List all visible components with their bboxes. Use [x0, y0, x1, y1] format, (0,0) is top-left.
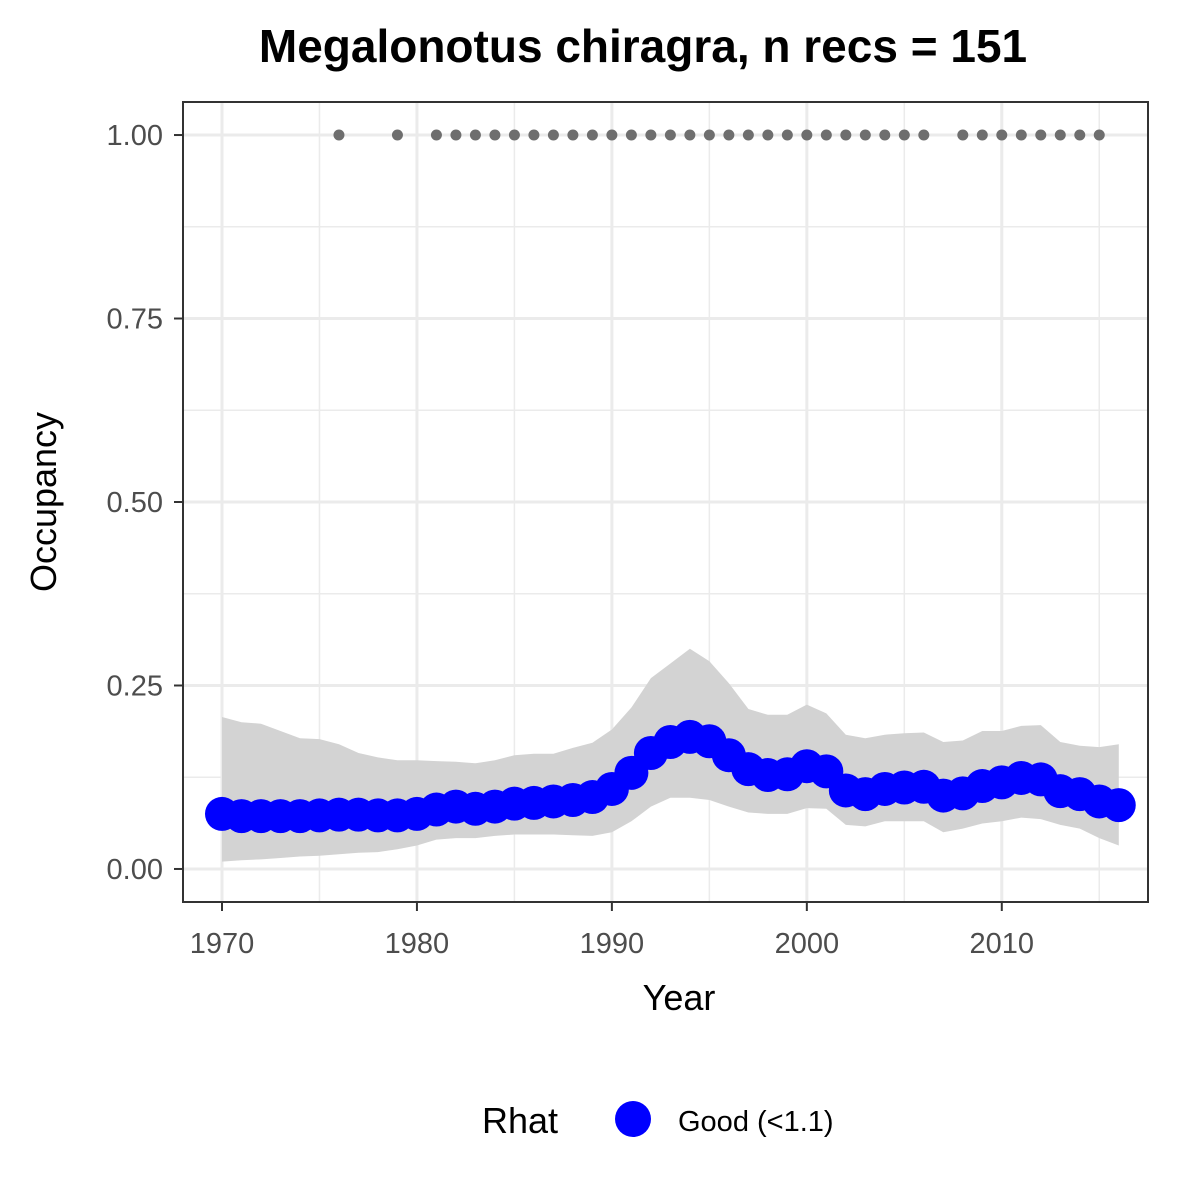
record-point	[391, 129, 403, 141]
record-point	[976, 129, 988, 141]
x-tick-label: 1970	[190, 928, 255, 960]
record-point	[859, 129, 871, 141]
legend: Rhat Good (<1.1)	[482, 1100, 834, 1141]
record-point	[469, 129, 481, 141]
legend-title: Rhat	[482, 1100, 558, 1141]
record-point	[645, 129, 657, 141]
record-point	[489, 129, 501, 141]
record-point	[333, 129, 345, 141]
legend-key-good	[615, 1101, 651, 1137]
record-point	[840, 129, 852, 141]
y-tick-label: 0.50	[107, 487, 163, 519]
x-tick-label: 2000	[775, 928, 840, 960]
y-tick-label: 0.25	[107, 670, 163, 702]
y-axis: 0.00 0.25 0.50 0.75 1.00	[107, 120, 183, 886]
plot-panel	[182, 101, 1149, 903]
y-tick-label: 0.75	[107, 304, 163, 336]
record-point	[586, 129, 598, 141]
record-point	[781, 129, 793, 141]
record-point	[450, 129, 462, 141]
record-point	[606, 129, 618, 141]
y-axis-title: Occupancy	[23, 412, 64, 592]
chart-title: Megalonotus chiragra, n recs = 151	[259, 20, 1027, 72]
record-point	[723, 129, 735, 141]
record-point	[508, 129, 520, 141]
record-point	[762, 129, 774, 141]
record-point	[684, 129, 696, 141]
record-point	[1035, 129, 1047, 141]
y-tick-label: 1.00	[107, 120, 163, 152]
occupancy-points	[204, 719, 1136, 834]
record-point	[547, 129, 559, 141]
record-point	[625, 129, 637, 141]
occupancy-point	[1101, 788, 1136, 823]
record-point	[567, 129, 579, 141]
x-axis-title: Year	[643, 977, 716, 1018]
record-point	[528, 129, 540, 141]
record-point	[918, 129, 930, 141]
record-point	[742, 129, 754, 141]
record-point	[898, 129, 910, 141]
record-point	[703, 129, 715, 141]
record-point	[996, 129, 1008, 141]
record-points	[333, 129, 1105, 141]
x-tick-label: 1980	[385, 928, 450, 960]
record-point	[1015, 129, 1027, 141]
record-point	[957, 129, 969, 141]
record-point	[1054, 129, 1066, 141]
record-point	[430, 129, 442, 141]
record-point	[879, 129, 891, 141]
x-axis: 1970 1980 1990 2000 2010	[190, 902, 1034, 960]
record-point	[820, 129, 832, 141]
record-point	[1093, 129, 1105, 141]
record-point	[1074, 129, 1086, 141]
y-tick-label: 0.00	[107, 854, 163, 886]
record-point	[664, 129, 676, 141]
record-point	[801, 129, 813, 141]
legend-label-good: Good (<1.1)	[678, 1106, 834, 1138]
x-tick-label: 1990	[580, 928, 645, 960]
x-tick-label: 2010	[970, 928, 1035, 960]
